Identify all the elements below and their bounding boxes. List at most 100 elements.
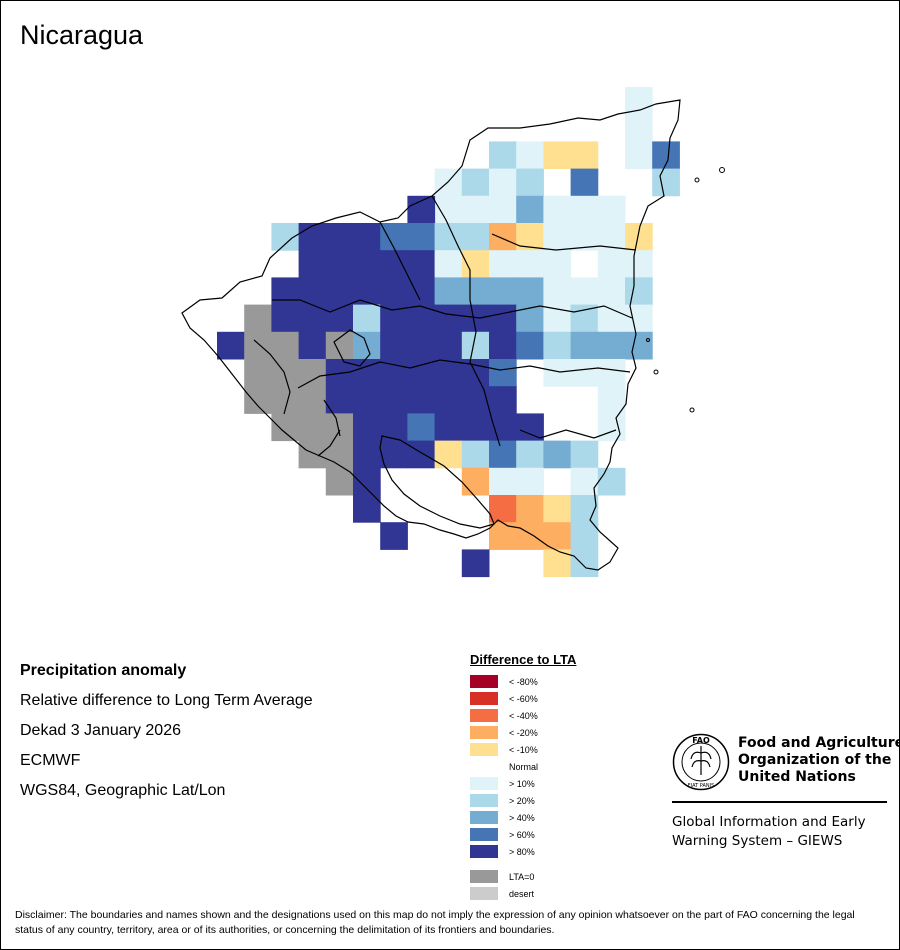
grid-cell — [434, 304, 463, 333]
legend-extra: LTA=0 desert — [470, 868, 576, 902]
legend-class-item: < -40% — [470, 707, 576, 724]
grid-cell — [271, 331, 300, 360]
grid-cell — [298, 250, 327, 278]
legend-class-swatch — [470, 726, 498, 739]
grid-cell — [271, 277, 300, 306]
grid-cell — [407, 386, 436, 414]
offshore-cays — [646, 167, 725, 413]
grid-cell — [516, 522, 544, 550]
grid-cell — [570, 168, 599, 197]
grid-cell — [516, 467, 544, 496]
grid-cell — [461, 386, 490, 414]
grid-cell — [461, 413, 490, 442]
grid-cell — [570, 331, 599, 360]
grid-cell — [353, 250, 381, 278]
legend-class-swatch — [470, 777, 498, 790]
grid-cell — [407, 250, 436, 278]
grid-cell — [597, 195, 626, 224]
grid-cell — [543, 250, 572, 278]
grid-cell — [570, 141, 599, 170]
grid-cell — [298, 331, 327, 360]
grid-cell — [543, 223, 572, 251]
grid-cell — [597, 467, 626, 496]
grid-cell — [516, 440, 544, 469]
grid-cell — [543, 359, 572, 387]
grid-cell — [597, 359, 626, 387]
fao-logo-icon: FAO FIAT PANIS — [672, 733, 730, 791]
grid-cell — [570, 495, 599, 523]
giews-line-1: Global Information and Early — [672, 814, 866, 830]
grid-cell — [461, 250, 490, 278]
grid-cell — [380, 250, 408, 278]
grid-cell — [489, 250, 517, 278]
grid-cell — [516, 413, 544, 442]
legend-class-swatch — [470, 760, 498, 773]
grid-cell — [380, 331, 408, 360]
legend-class-item: < -60% — [470, 690, 576, 707]
grid-cell — [625, 141, 653, 170]
legend-class-item: > 40% — [470, 809, 576, 826]
legend-class-item: < -10% — [470, 741, 576, 758]
legend-class-swatch — [470, 692, 498, 705]
legend-class-swatch — [470, 743, 498, 756]
grid-cell — [516, 195, 544, 224]
legend-class-swatch — [470, 828, 498, 841]
grid-cell — [543, 141, 572, 170]
legend-class-label: < -80% — [509, 676, 538, 687]
grid-cell — [570, 549, 599, 578]
map-info: Precipitation anomaly Relative differenc… — [20, 656, 313, 806]
grid-cell — [570, 467, 599, 496]
grid-cell — [434, 359, 463, 387]
grid-cell — [625, 114, 653, 142]
grid-cell — [461, 195, 490, 224]
legend-class-label: < -40% — [509, 710, 538, 721]
grid-cell — [298, 277, 327, 306]
grid-cell — [543, 331, 572, 360]
legend-class-item: > 80% — [470, 843, 576, 860]
legend-title: Difference to LTA — [470, 652, 577, 667]
legend-extra-label: LTA=0 — [509, 871, 535, 882]
legend-classes: < -80% < -60% < -40% < -20% < -10% Normal > 10… — [470, 673, 576, 860]
grid-cell — [625, 277, 653, 306]
legend-class-item: > 60% — [470, 826, 576, 843]
grid-cell — [597, 277, 626, 306]
legend-class-item: > 20% — [470, 792, 576, 809]
grid-cell — [570, 304, 599, 333]
legend-class-item: Normal — [470, 758, 576, 775]
grid-cell — [543, 277, 572, 306]
legend-extra-swatch — [470, 870, 498, 883]
fao-logo-motto: FIAT PANIS — [688, 783, 715, 789]
grid-cell — [461, 277, 490, 306]
grid-cell — [489, 141, 517, 170]
grid-cell — [407, 195, 436, 224]
grid-cell — [597, 413, 626, 442]
grid-cell — [353, 495, 381, 523]
grid-cell — [325, 467, 354, 496]
grid-cell — [516, 168, 544, 197]
grid-cell — [271, 359, 300, 387]
grid-cell — [461, 168, 490, 197]
grid-cell — [543, 195, 572, 224]
grid-cell — [380, 440, 408, 469]
legend-class-label: > 20% — [509, 795, 535, 806]
grid-cell — [489, 331, 517, 360]
anomaly-grid — [217, 87, 680, 578]
legend: Difference to LTA < -80% < -60% < -40% < -2… — [470, 652, 576, 902]
legend-class-swatch — [470, 794, 498, 807]
grid-cell — [570, 195, 599, 224]
fao-logo-text: FAO — [692, 736, 710, 745]
grid-cell — [407, 277, 436, 306]
grid-cell — [353, 386, 381, 414]
grid-cell — [325, 413, 354, 442]
grid-cell — [489, 359, 517, 387]
projection-label: WGS84, Geographic Lat/Lon — [20, 782, 226, 799]
grid-cell — [298, 386, 327, 414]
legend-class-label: < -60% — [509, 693, 538, 704]
grid-cell — [353, 467, 381, 496]
legend-class-label: > 60% — [509, 829, 535, 840]
grid-cell — [434, 250, 463, 278]
legend-class-label: Normal — [509, 761, 539, 772]
legend-class-label: > 10% — [509, 778, 535, 789]
product-label: Precipitation anomaly — [20, 662, 187, 679]
legend-class-label: > 80% — [509, 846, 535, 857]
